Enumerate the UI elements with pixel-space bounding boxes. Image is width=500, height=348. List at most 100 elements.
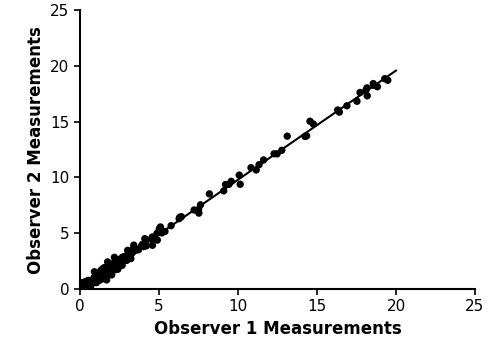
Point (92, 277, 100, 283)
Point (153, 230, 161, 236)
Point (124, 256, 132, 261)
Point (122, 254, 130, 260)
Point (101, 266, 109, 271)
Point (148, 243, 156, 248)
Point (225, 182, 233, 187)
Point (91, 278, 99, 283)
Point (90, 269, 98, 275)
Point (116, 260, 124, 265)
Point (112, 263, 120, 269)
Point (302, 133, 310, 139)
Point (156, 226, 164, 231)
Point (78, 281, 86, 286)
Point (140, 244, 147, 249)
Point (110, 254, 118, 260)
Point (126, 251, 134, 257)
Point (100, 265, 108, 270)
Point (176, 214, 184, 220)
Point (102, 268, 110, 274)
Point (106, 268, 114, 273)
Point (334, 107, 342, 113)
Point (255, 162, 263, 167)
Point (98, 273, 106, 278)
Point (104, 259, 112, 265)
Point (384, 78, 392, 83)
Point (80, 286, 88, 292)
Point (99, 274, 107, 280)
Point (356, 90, 364, 95)
Point (110, 267, 118, 273)
Point (247, 165, 255, 171)
Point (130, 242, 138, 248)
Point (175, 216, 183, 221)
Point (124, 247, 132, 253)
Point (104, 269, 112, 275)
Point (79, 286, 87, 292)
Point (134, 247, 142, 252)
Point (88, 281, 96, 287)
Point (195, 210, 203, 216)
Point (108, 271, 116, 277)
Point (235, 172, 243, 178)
Point (156, 224, 164, 230)
Point (147, 236, 155, 242)
Point (82, 279, 90, 284)
Point (161, 229, 169, 234)
Point (178, 214, 186, 220)
Point (102, 272, 110, 278)
Point (106, 266, 114, 271)
Point (90, 278, 98, 284)
Point (141, 236, 149, 242)
Point (152, 236, 160, 241)
Point (353, 98, 361, 104)
Y-axis label: Observer 2 Measurements: Observer 2 Measurements (27, 26, 45, 274)
Point (113, 263, 121, 269)
Point (94, 272, 102, 278)
Point (106, 264, 114, 269)
Point (133, 247, 141, 253)
Point (220, 188, 228, 193)
Point (90, 275, 98, 280)
Point (98, 273, 106, 279)
Point (103, 268, 111, 273)
Point (102, 270, 110, 276)
Point (100, 270, 108, 276)
Point (79, 286, 87, 292)
Point (167, 223, 175, 228)
Point (82, 286, 90, 291)
Point (99, 276, 107, 282)
Point (123, 257, 131, 263)
Point (114, 261, 122, 267)
Point (88, 279, 96, 284)
Point (222, 182, 230, 187)
Point (98, 270, 106, 276)
Point (370, 82, 378, 88)
Point (94, 277, 102, 282)
Point (118, 258, 126, 264)
Point (108, 272, 116, 278)
Point (96, 272, 104, 278)
Point (107, 263, 115, 269)
Point (112, 267, 120, 272)
Point (252, 167, 260, 173)
Point (109, 264, 117, 269)
Point (101, 275, 109, 280)
Point (260, 157, 268, 163)
Point (148, 236, 156, 242)
Point (227, 179, 235, 184)
Point (96, 277, 104, 283)
Point (130, 247, 138, 253)
Point (96, 272, 104, 277)
Point (369, 81, 377, 86)
Point (122, 258, 130, 263)
Point (85, 278, 93, 283)
Point (206, 191, 214, 197)
Point (112, 260, 120, 266)
Point (127, 251, 135, 256)
Point (118, 254, 126, 260)
Point (97, 268, 105, 273)
Point (118, 256, 126, 262)
Point (194, 207, 202, 212)
Point (96, 277, 104, 282)
Point (110, 263, 118, 269)
